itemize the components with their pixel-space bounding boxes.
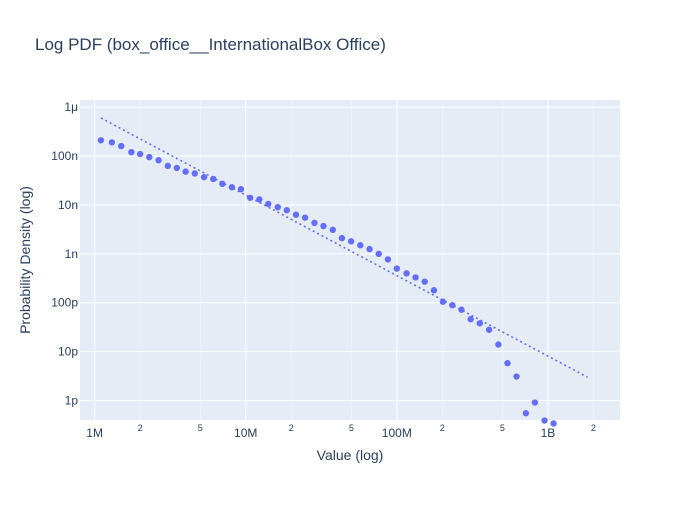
data-point xyxy=(155,157,162,164)
data-point xyxy=(338,234,346,242)
data-point xyxy=(449,302,456,309)
data-point xyxy=(347,238,355,245)
x-minor-tick-label: 2 xyxy=(138,423,143,433)
x-tick-label: 1M xyxy=(86,426,103,440)
y-tick-label: 100p xyxy=(51,296,78,310)
data-point xyxy=(118,142,125,150)
x-axis-title: Value (log) xyxy=(317,447,384,463)
data-point xyxy=(366,245,373,253)
data-point xyxy=(200,173,208,181)
grid-layer xyxy=(80,100,620,420)
data-point xyxy=(283,207,291,214)
y-tick-label: 10n xyxy=(58,198,78,212)
data-point xyxy=(541,417,548,424)
data-point xyxy=(301,214,309,221)
data-point xyxy=(384,256,392,263)
y-tick-label: 1μ xyxy=(64,100,78,114)
data-point xyxy=(246,194,254,201)
y-tick-label: 10p xyxy=(58,345,78,359)
data-point xyxy=(476,320,483,327)
data-point xyxy=(403,270,410,277)
data-point xyxy=(311,219,318,227)
data-point xyxy=(430,287,438,294)
x-tick-label: 100M xyxy=(382,426,412,440)
plot-area xyxy=(80,100,620,420)
tick-layer: 1M 10M 100M 1B 2 5 2 5 2 5 2 1μ 100n 10n 1n 100p 10p 1p xyxy=(51,100,596,440)
series-layer xyxy=(97,117,588,427)
x-tick-label: 10M xyxy=(234,426,257,440)
data-point xyxy=(256,196,263,203)
data-point xyxy=(504,360,511,367)
data-point xyxy=(97,137,105,144)
data-point xyxy=(485,326,493,333)
data-point xyxy=(210,175,217,183)
data-point xyxy=(108,139,116,146)
x-minor-tick-label: 2 xyxy=(289,423,294,433)
data-point xyxy=(393,265,401,272)
data-point xyxy=(128,148,135,156)
data-point xyxy=(265,200,272,208)
x-minor-tick-label: 2 xyxy=(591,423,596,433)
data-point xyxy=(237,185,245,193)
chart-title: Log PDF (box_office__InternationalBox Of… xyxy=(35,35,386,54)
x-minor-tick-label: 5 xyxy=(198,423,203,433)
y-axis-title: Probability Density (log) xyxy=(17,186,33,334)
x-minor-tick-label: 5 xyxy=(500,423,505,433)
data-point xyxy=(495,341,502,348)
y-tick-label: 1p xyxy=(65,394,79,408)
data-point xyxy=(274,203,281,211)
data-point xyxy=(329,226,337,234)
data-point xyxy=(375,250,382,258)
data-point xyxy=(550,420,557,427)
data-point xyxy=(467,316,474,323)
x-minor-tick-label: 2 xyxy=(440,423,445,433)
data-point xyxy=(191,170,198,177)
fit-line xyxy=(100,117,588,378)
data-point xyxy=(513,373,520,380)
x-minor-tick-label: 5 xyxy=(349,423,354,433)
data-point xyxy=(522,410,530,417)
data-point xyxy=(173,164,181,172)
data-point xyxy=(357,242,364,249)
x-tick-label: 1B xyxy=(541,426,556,440)
y-tick-label: 100n xyxy=(51,149,78,163)
data-point xyxy=(531,399,539,406)
data-point xyxy=(292,211,300,218)
y-tick-label: 1n xyxy=(65,247,78,261)
data-point xyxy=(182,168,189,175)
data-point xyxy=(320,222,327,230)
data-point xyxy=(146,153,153,161)
data-point xyxy=(412,274,419,281)
data-point xyxy=(164,162,172,170)
data-point xyxy=(136,150,144,158)
data-point xyxy=(421,278,428,285)
